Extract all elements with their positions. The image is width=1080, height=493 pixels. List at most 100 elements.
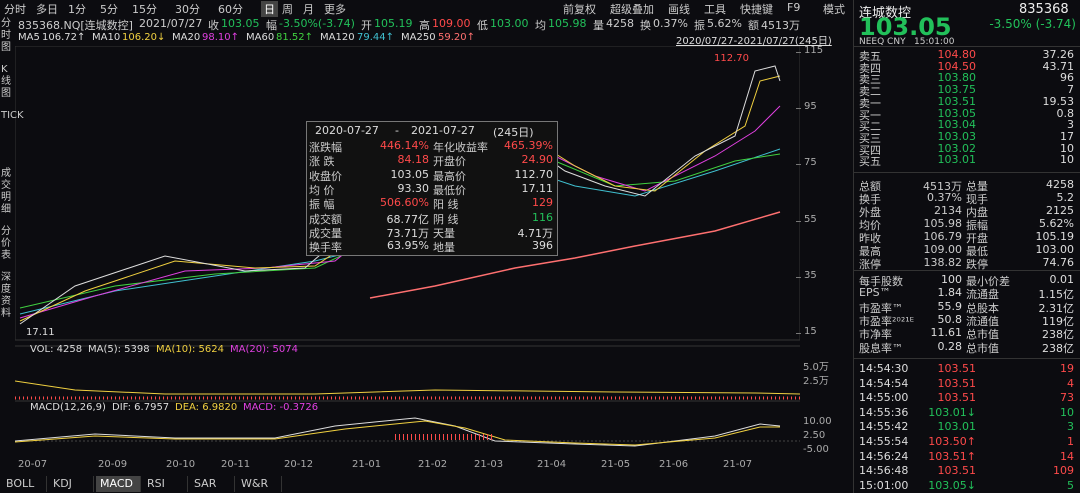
- stats-cell: 4513万: [923, 180, 962, 193]
- info-field: 105.19: [374, 17, 413, 30]
- side-tab[interactable]: 分价表: [1, 226, 11, 261]
- tick-mark: [796, 164, 801, 166]
- fundamentals-cell: 2.31亿: [1038, 301, 1075, 315]
- indicator-tab[interactable]: W&R: [237, 476, 282, 492]
- stats-cell: 涨停: [859, 258, 881, 271]
- toolbar-button[interactable]: 超级叠加: [610, 3, 654, 16]
- x-tick-label: 21-07: [723, 459, 753, 470]
- side-tab[interactable]: TICK: [1, 110, 24, 121]
- info-field: 幅: [266, 19, 277, 32]
- stat-value: 84.18: [397, 153, 430, 167]
- side-tab[interactable]: 成交明细: [1, 168, 11, 215]
- ma-label: MA20: [172, 32, 201, 43]
- range-label: 2020/07/27-2021/07/27(245日): [676, 36, 832, 47]
- vol-tick: 5.0万: [803, 362, 829, 373]
- stat-value: 17.11: [521, 181, 554, 195]
- ma-label: MA60: [246, 32, 275, 43]
- order_book-cell: 买一: [859, 108, 881, 122]
- order_book-cell: 43.71: [1042, 59, 1075, 73]
- order_book-cell: 卖一: [859, 96, 881, 110]
- x-tick-label: 20-07: [18, 459, 48, 470]
- macd-label: DEA: 6.9820: [175, 402, 238, 413]
- indicator-tab[interactable]: KDJ: [49, 476, 94, 492]
- order_book-cell: 买二: [859, 120, 881, 134]
- stats-cell: 昨收: [859, 232, 881, 245]
- period-tab[interactable]: 15分: [132, 3, 157, 16]
- separator: [854, 270, 1080, 271]
- info-field: 换: [640, 19, 651, 32]
- toolbar-button[interactable]: 快捷键: [740, 3, 773, 16]
- vol-label: VOL: 4258: [30, 344, 83, 355]
- stat-label: 年化收益率: [433, 141, 488, 154]
- info-field: 额: [748, 19, 759, 32]
- info-field: 105.98: [548, 17, 587, 30]
- period-tab[interactable]: 多日: [36, 3, 58, 16]
- side-tab[interactable]: 深度资料: [1, 272, 11, 319]
- info-field: 开: [361, 19, 372, 32]
- period-tab[interactable]: 30分: [175, 3, 200, 16]
- period-tab[interactable]: 5分: [100, 3, 118, 16]
- fundamentals-cell: 总股本: [966, 301, 999, 315]
- order_book-cell: 104.50: [937, 59, 977, 73]
- toolbar-button[interactable]: F9: [787, 1, 801, 14]
- trades-cell: 3: [1067, 420, 1074, 434]
- trades-cell: 14:56:24: [859, 449, 909, 463]
- order_book-cell: 7: [1067, 83, 1074, 97]
- toolbar-button[interactable]: 模式: [823, 3, 845, 16]
- period-tab[interactable]: 1分: [68, 3, 86, 16]
- order_book-cell: 103.51: [937, 94, 977, 108]
- fundamentals-cell: 119亿: [1042, 314, 1074, 328]
- macd-label: MACD: -0.3726: [243, 402, 319, 413]
- stats-cell: 外盘: [859, 206, 881, 219]
- period-tab[interactable]: 日: [261, 1, 278, 17]
- order_book-cell: 19.53: [1042, 94, 1075, 108]
- fundamentals-cell: 0.01: [1049, 273, 1075, 286]
- stat-value: 396: [532, 239, 553, 253]
- period-tab[interactable]: 月: [303, 3, 314, 16]
- ma-label: 81.52↑: [276, 32, 314, 43]
- indicator-tab[interactable]: RSI: [143, 476, 188, 492]
- side-tab[interactable]: K线图: [1, 64, 11, 99]
- stock-name: 连城数控: [859, 6, 912, 21]
- side-tab[interactable]: 分时图: [1, 18, 11, 53]
- stats-cell: 2134: [934, 204, 962, 217]
- stats-cell: 最低: [966, 245, 988, 258]
- fundamentals-cell: 1.15亿: [1038, 288, 1075, 302]
- period-tab[interactable]: 周: [282, 3, 293, 16]
- order_book-cell: 10: [1060, 153, 1074, 167]
- period-tab[interactable]: 分时: [4, 3, 26, 16]
- info-field: 0.37%: [653, 17, 688, 30]
- stats-cell: 4258: [1046, 178, 1074, 191]
- macd-tick: -5.00: [803, 444, 829, 455]
- info-field: 835368.NQ[连城数控]: [18, 19, 133, 32]
- period-tab[interactable]: 60分: [218, 3, 243, 16]
- x-tick-label: 21-01: [352, 459, 382, 470]
- indicator-tab[interactable]: MACD: [96, 476, 141, 492]
- x-tick-label: 21-04: [537, 459, 567, 470]
- fundamentals-cell: 100: [941, 273, 962, 286]
- order_book-cell: 103.02: [937, 141, 977, 155]
- ma-label: 79.44↑: [357, 32, 395, 43]
- last-price: 103.05: [859, 13, 952, 41]
- popup-days: (245日): [493, 126, 534, 139]
- toolbar-button[interactable]: 前复权: [563, 3, 596, 16]
- stat-value: 24.90: [521, 153, 554, 167]
- y-tick-label: 95: [804, 101, 817, 113]
- indicator-tab[interactable]: SAR: [190, 476, 235, 492]
- stat-value: 465.39%: [504, 139, 553, 152]
- stats-cell: 总额: [859, 180, 881, 193]
- toolbar-button[interactable]: 工具: [704, 3, 726, 16]
- fundamentals-cell: 0.28: [937, 339, 963, 353]
- stat-label: 阳 线: [433, 198, 459, 212]
- stats-cell: 现手: [966, 193, 988, 206]
- period-tab[interactable]: 更多: [324, 3, 346, 16]
- stat-label: 成交量: [309, 226, 342, 240]
- fundamentals-cell: 总市值: [966, 341, 999, 355]
- ma-label: MA120: [320, 32, 355, 43]
- stat-value: 4.71万: [517, 226, 554, 240]
- toolbar-button[interactable]: 画线: [668, 3, 690, 16]
- indicator-tab[interactable]: BOLL: [2, 476, 47, 492]
- quote-panel: 连城数控 835368 103.05 -3.50% (-3.74) NEEQ CNY 15…: [853, 0, 1080, 493]
- stat-label: 换手率: [309, 241, 342, 255]
- stats-cell: 内盘: [966, 206, 988, 219]
